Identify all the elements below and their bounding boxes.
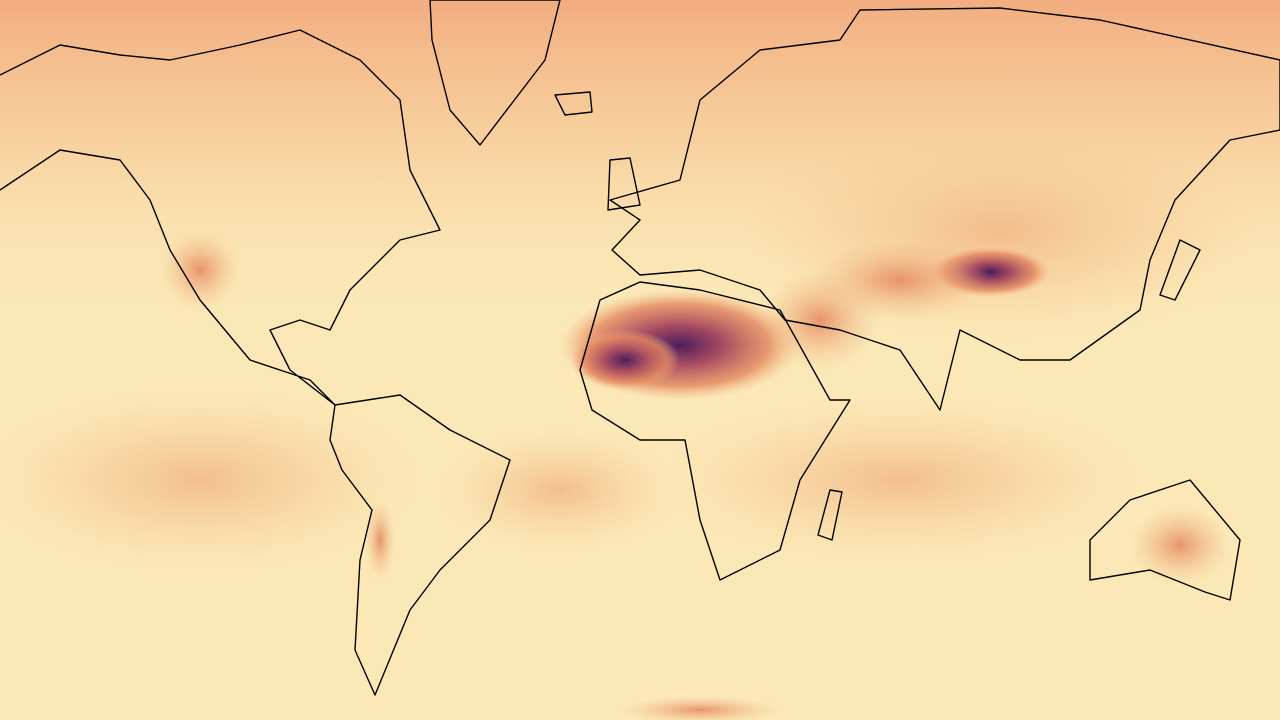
coast-africa [579, 281, 851, 581]
coast-uk [607, 157, 641, 211]
coast-eurasia [609, 7, 1280, 411]
coast-south-america [329, 394, 511, 696]
coast-greenland [429, 0, 561, 146]
coast-australia [1089, 479, 1241, 601]
coast-madagascar [817, 489, 843, 541]
coastlines [0, 0, 1280, 696]
heat-field [0, 120, 1260, 720]
coast-japan [1159, 239, 1201, 301]
coast-north-america [0, 29, 441, 406]
coast-iceland [554, 91, 593, 116]
